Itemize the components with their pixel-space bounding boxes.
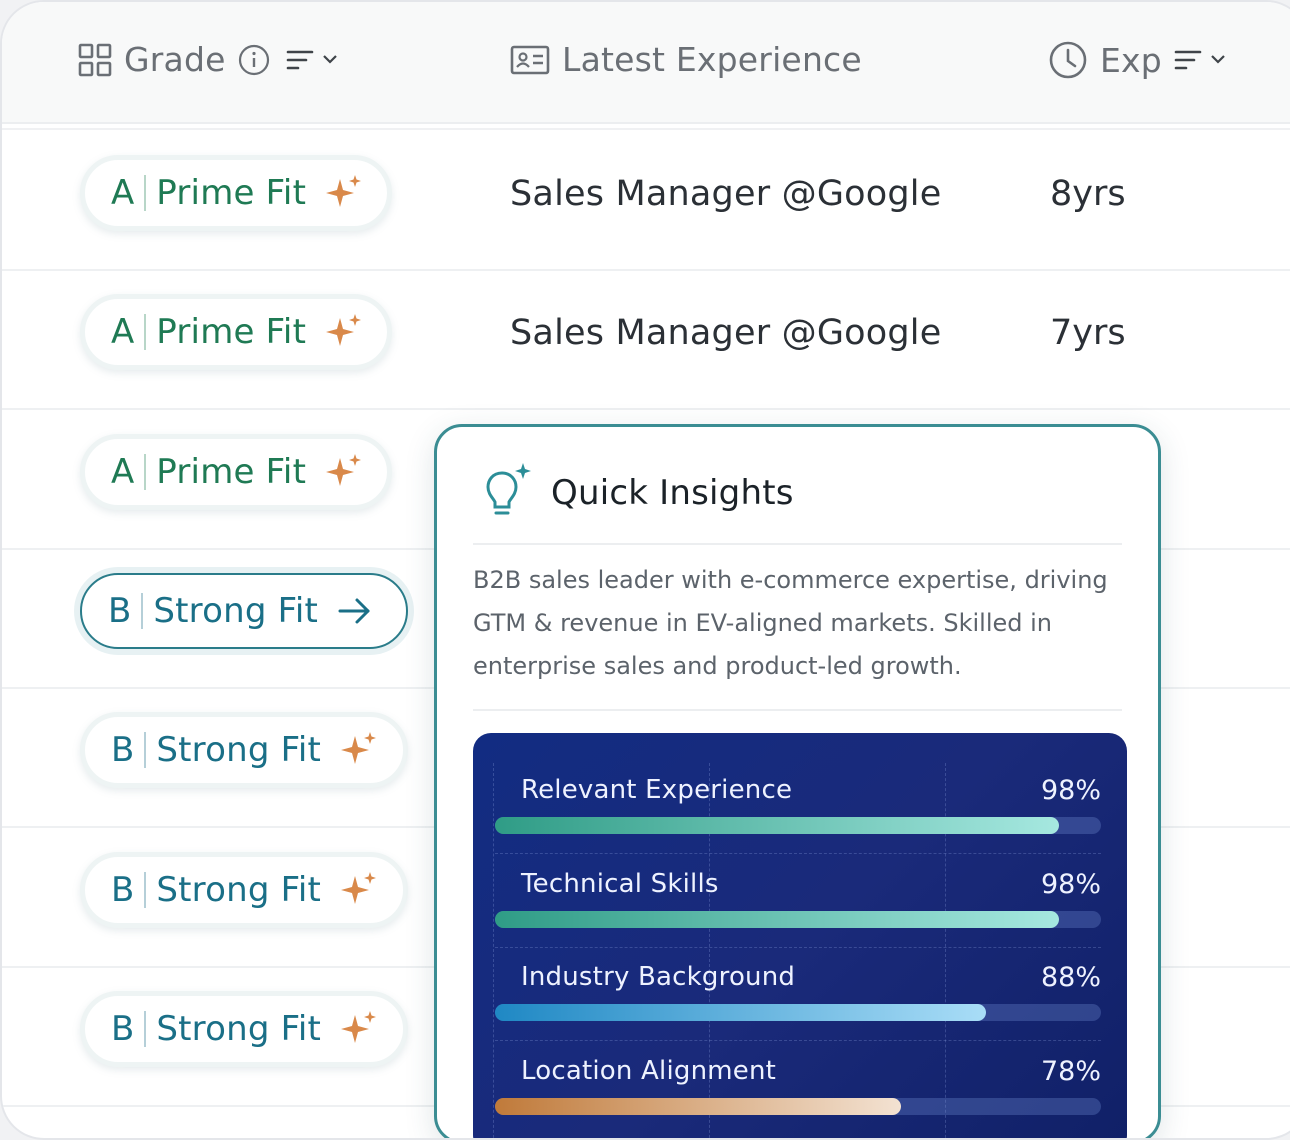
metric-row: Industry Background 88%: [495, 962, 1101, 1042]
exp-header-label: Exp: [1100, 40, 1162, 80]
fit-label: Prime Fit: [156, 173, 307, 213]
grid-line: [945, 763, 946, 1138]
badge-divider: [144, 453, 147, 490]
metric-label: Location Alignment: [521, 1055, 777, 1086]
grade-fit-badge[interactable]: B Strong Fit: [80, 851, 408, 928]
grade-letter: A: [111, 451, 135, 492]
candidate-summary: B2B sales leader with e-commerce experti…: [473, 566, 1108, 680]
experience-years-cell: 8yrs: [1050, 174, 1126, 214]
metric-row: Location Alignment 78%: [495, 1056, 1101, 1136]
quick-insights-header: Quick Insights: [485, 463, 794, 523]
quick-insights-title: Quick Insights: [551, 473, 794, 513]
metric-progress-track: [495, 1097, 1101, 1115]
grade-letter: A: [111, 173, 135, 213]
sparkle-icon: [341, 1010, 377, 1047]
metric-value: 88%: [1040, 962, 1101, 993]
metric-divider: [495, 946, 1101, 948]
metric-value: 98%: [1040, 775, 1101, 806]
experience-years-cell: 7yrs: [1050, 313, 1126, 354]
sparkle-icon: [341, 871, 377, 908]
badge-divider: [144, 175, 147, 211]
fit-label: Strong Fit: [153, 590, 319, 631]
sparkle-icon: [341, 732, 377, 768]
table-row[interactable]: A Prime Fit Sales Manager @Google 7yrs: [2, 269, 1290, 411]
latest-experience-column-header[interactable]: Latest Experience: [510, 40, 874, 79]
latest-experience-cell: Sales Manager @Google: [510, 174, 942, 214]
header-divider: [2, 128, 1290, 130]
grid-line: [709, 763, 710, 1138]
metric-divider: [495, 853, 1101, 854]
id-card-icon: [510, 44, 550, 76]
sort-icon[interactable]: [286, 48, 342, 72]
metric-label: Relevant Experience: [521, 775, 793, 805]
grade-letter: B: [111, 869, 135, 910]
grade-fit-badge[interactable]: A Prime Fit: [80, 155, 392, 231]
fit-label: Strong Fit: [156, 869, 322, 910]
grid-icon: [78, 43, 112, 77]
grade-fit-badge[interactable]: B Strong Fit: [80, 572, 408, 649]
metric-divider: [495, 1040, 1101, 1041]
metric-progress-track: [495, 910, 1101, 928]
grade-fit-badge[interactable]: B Strong Fit: [80, 712, 408, 789]
metric-row: Technical Skills 98%: [495, 869, 1101, 949]
fit-label: Prime Fit: [156, 451, 307, 492]
fit-metrics-panel: Relevant Experience 98% Technical Skills 98…: [473, 733, 1127, 1138]
grade-letter: B: [111, 730, 135, 771]
metric-row: Relevant Experience 98%: [495, 775, 1101, 855]
metric-progress-fill: [495, 910, 1059, 928]
grade-header-label: Grade: [124, 40, 226, 79]
badge-divider: [141, 592, 144, 629]
metric-progress-fill: [495, 1004, 986, 1021]
sparkle-icon: [326, 175, 362, 211]
exp-column-header[interactable]: Exp: [1048, 40, 1230, 80]
sparkle-icon: [326, 314, 362, 350]
grade-fit-badge[interactable]: A Prime Fit: [80, 433, 392, 510]
clock-icon: [1048, 40, 1088, 80]
metric-progress-track: [495, 1004, 1101, 1021]
fit-label: Strong Fit: [156, 730, 322, 771]
grade-letter: A: [111, 312, 135, 353]
grade-fit-badge[interactable]: B Strong Fit: [80, 990, 408, 1067]
fit-label: Strong Fit: [156, 1008, 322, 1049]
metric-label: Industry Background: [521, 962, 796, 992]
metric-progress-fill: [495, 1097, 902, 1115]
quick-insights-popover: Quick Insights B2B sales leader with e-c…: [434, 424, 1161, 1138]
grid-line: [493, 763, 494, 1138]
grade-fit-badge[interactable]: A Prime Fit: [80, 294, 392, 371]
badge-divider: [144, 732, 147, 769]
latest-experience-cell: Sales Manager @Google: [510, 313, 942, 354]
grade-letter: B: [108, 590, 132, 631]
latest-experience-header-label: Latest Experience: [562, 40, 862, 79]
metric-label: Technical Skills: [521, 868, 719, 899]
metric-value: 98%: [1040, 868, 1101, 900]
divider: [473, 709, 1122, 711]
table-header: Grade Latest Experience Exp: [2, 2, 1290, 124]
metric-progress-track: [495, 817, 1101, 834]
lightbulb-sparkle-icon: [485, 463, 531, 523]
info-icon[interactable]: [238, 44, 270, 76]
badge-divider: [144, 871, 147, 908]
badge-divider: [144, 314, 147, 351]
arrow-right-icon[interactable]: [338, 597, 372, 625]
sparkle-icon: [326, 453, 362, 490]
metric-value: 78%: [1040, 1055, 1101, 1087]
divider: [473, 543, 1122, 545]
grade-column-header[interactable]: Grade: [78, 40, 342, 79]
grade-letter: B: [111, 1008, 135, 1049]
fit-label: Prime Fit: [156, 312, 307, 353]
metric-progress-fill: [495, 817, 1059, 834]
table-row[interactable]: A Prime Fit Sales Manager @Google 8yrs: [2, 130, 1290, 271]
table-row[interactable]: B Strong Fit: [2, 548, 1290, 689]
sort-icon[interactable]: [1174, 48, 1230, 72]
badge-divider: [144, 1010, 147, 1047]
